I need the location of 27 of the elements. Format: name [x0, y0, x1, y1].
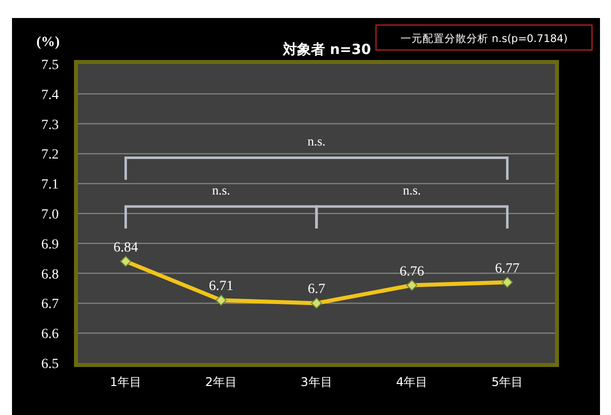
data-label: 6.71 — [208, 279, 234, 294]
data-label: 6.7 — [308, 282, 326, 298]
annotation: n.s. — [307, 134, 326, 149]
x-tick-label: 5年目 — [491, 375, 524, 389]
text: 一元配置分散分析 n.s(p=0.7184) — [400, 33, 568, 45]
text: 7.4 — [41, 88, 59, 103]
text: 6.8 — [41, 267, 59, 282]
text: 7.0 — [41, 208, 59, 222]
annotation: n.s. — [212, 182, 230, 198]
text: 6.5 — [41, 357, 59, 372]
text: 7.1 — [41, 178, 59, 193]
x-tick-label: 4年目 — [396, 375, 428, 389]
text: 6.9 — [41, 237, 59, 252]
x-tick-label: 1年目 — [110, 375, 142, 389]
data-label: 6.76 — [400, 264, 424, 280]
text: 6.7 — [41, 297, 59, 312]
data-label: 6.77 — [495, 261, 520, 276]
text: 7.2 — [41, 148, 59, 163]
x-tick-label: 3年目 — [300, 375, 332, 389]
text: 7.3 — [41, 118, 59, 133]
data-label: 6.84 — [113, 240, 138, 256]
x-tick-label: 2年目 — [205, 375, 237, 389]
chart-title: 対象者 n=30 — [282, 41, 372, 58]
text: 7.5 — [41, 58, 59, 73]
annotation: n.s. — [402, 182, 421, 198]
text: 6.6 — [41, 327, 59, 342]
y-axis-title: (%) — [36, 35, 60, 50]
